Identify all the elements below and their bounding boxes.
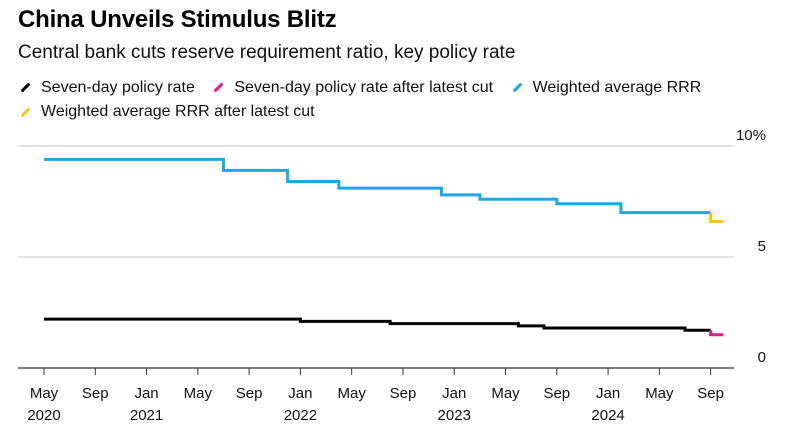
y-tick-label: 0	[758, 349, 766, 366]
series-line-seven-day-policy-rate-after-latest-cut	[709, 330, 724, 337]
x-tick-label: Sep	[543, 385, 570, 402]
x-tick-label: Jan	[596, 385, 620, 402]
x-tick-year-label: 2023	[438, 407, 471, 424]
x-tick-label: Jan	[134, 385, 158, 402]
x-tick-label: Sep	[236, 385, 263, 402]
x-tick-year-label: 2024	[591, 407, 624, 424]
x-tick-label: May	[338, 385, 367, 402]
legend-item-rrr: Weighted average RRR	[510, 77, 702, 99]
x-tick-label: Jan	[442, 385, 466, 402]
y-tick-label: 5	[758, 238, 766, 255]
chart-subtitle: Central bank cuts reserve requirement ra…	[18, 42, 516, 63]
series-line-weighted-average-rrr	[44, 157, 711, 215]
x-tick-year-label: 2022	[284, 407, 317, 424]
x-tick-label: May	[491, 385, 520, 402]
legend-item-policy-rate: Seven-day policy rate	[18, 77, 195, 99]
x-tick-year-label: 2021	[130, 407, 163, 424]
x-tick-label: Sep	[390, 385, 417, 402]
series-lines	[44, 157, 724, 337]
x-tick-label: Sep	[697, 385, 724, 402]
x-axis: May 2020 Sep Jan 2021 May Sep Jan 2022 May Sep Jan 2…	[18, 367, 734, 424]
x-tick-label: May	[30, 385, 59, 402]
series-line-weighted-average-rrr-after-latest-cut	[709, 212, 724, 223]
y-tick-label: 10%	[736, 127, 766, 144]
y-axis-labels: 10% 5 0	[736, 127, 766, 366]
x-tick-label: May	[645, 385, 674, 402]
x-tick-label: Sep	[82, 385, 109, 402]
legend: Seven-day policy rate Seven-day policy r…	[18, 74, 798, 123]
x-tick-label: May	[184, 385, 213, 402]
x-tick-label: Jan	[288, 385, 312, 402]
x-tick-year-label: 2020	[27, 407, 60, 424]
series-line-seven-day-policy-rate	[44, 317, 711, 332]
gridlines	[18, 145, 734, 258]
legend-label: Weighted average RRR	[532, 78, 702, 96]
legend-item-policy-rate-after-cut: Seven-day policy rate after latest cut	[211, 77, 493, 99]
legend-label: Seven-day policy rate	[41, 78, 195, 96]
legend-item-rrr-after-cut: Weighted average RRR after latest cut	[18, 101, 315, 123]
legend-label: Seven-day policy rate after latest cut	[234, 78, 494, 96]
legend-label: Weighted average RRR after latest cut	[41, 103, 315, 120]
chart-title: China Unveils Stimulus Blitz	[18, 6, 337, 33]
